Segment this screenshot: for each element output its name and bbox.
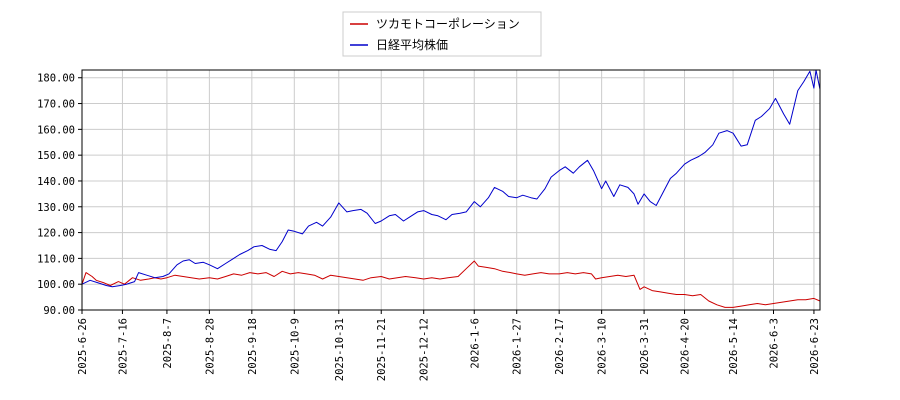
y-tick-label: 150.00 — [37, 150, 75, 162]
x-tick-label: 2026-3-31 — [639, 318, 651, 375]
x-tick-label: 2026-1-27 — [512, 318, 524, 375]
series-layer — [81, 69, 821, 308]
y-tick-label: 170.00 — [37, 99, 75, 111]
x-tick-label: 2025-11-21 — [376, 318, 388, 381]
y-tick-label: 90.00 — [43, 305, 75, 317]
x-tick-label: 2025-6-26 — [77, 318, 89, 375]
x-tick-label: 2026-4-20 — [680, 318, 692, 375]
x-tick-label: 2025-10-31 — [334, 318, 346, 381]
y-tick-label: 110.00 — [37, 253, 75, 265]
grid-lines — [81, 70, 820, 311]
x-tick-label: 2025-8-28 — [204, 318, 216, 375]
x-tick-label: 2025-7-16 — [117, 318, 129, 375]
x-tick-label: 2025-12-12 — [419, 318, 431, 381]
y-tick-label: 180.00 — [37, 73, 75, 85]
x-tick-label: 2025-9-18 — [247, 318, 259, 375]
legend-box — [342, 11, 542, 57]
x-tick-label: 2026-5-14 — [728, 318, 740, 375]
plot-frame — [81, 69, 821, 311]
y-axis-ticks: 90.00 100.00 110.00 120.00 130.00 140.00 150.0… — [37, 73, 82, 317]
x-tick-label: 2026-1-6 — [469, 318, 481, 369]
x-tick-label: 2025-8-7 — [162, 318, 174, 369]
series-line-tsukamoto — [81, 260, 821, 308]
y-tick-label: 140.00 — [37, 176, 75, 188]
legend: ツカモトコーポレーション 日経平均株価 — [342, 11, 542, 57]
legend-label-tsukamoto: ツカモトコーポレーション — [376, 17, 520, 31]
x-axis-ticks: 2025-6-26 2025-7-16 2025-8-7 2025-8-28 2025-… — [77, 310, 821, 381]
y-tick-label: 160.00 — [37, 124, 75, 136]
x-tick-label: 2026-6-3 — [768, 318, 780, 369]
y-tick-label: 130.00 — [37, 202, 75, 214]
y-tick-label: 120.00 — [37, 228, 75, 240]
y-tick-label: 100.00 — [37, 279, 75, 291]
x-tick-label: 2026-2-17 — [554, 318, 566, 375]
legend-label-nikkei: 日経平均株価 — [376, 37, 448, 52]
x-tick-label: 2026-6-23 — [809, 318, 821, 375]
series-line-nikkei — [81, 69, 821, 288]
x-tick-label: 2026-3-10 — [597, 318, 609, 375]
x-tick-label: 2025-10-9 — [289, 318, 301, 375]
